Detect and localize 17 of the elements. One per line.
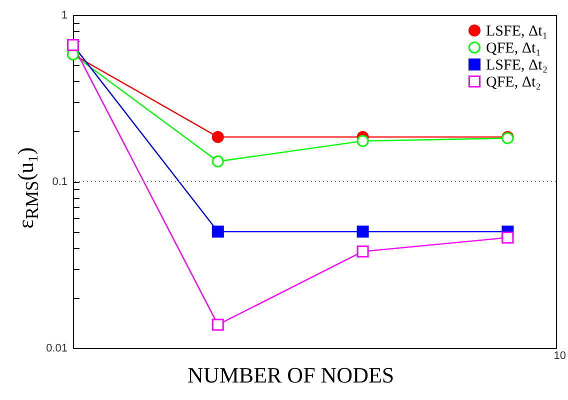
x-axis-title: NUMBER OF NODES [188, 362, 394, 388]
y-tick-label: 0.1 [52, 176, 68, 188]
legend-label: QFE, Δt₂ [486, 74, 541, 90]
point [212, 155, 224, 168]
legend-label: LSFE, Δt₂ [486, 58, 548, 74]
legend-label: QFE, Δt₁ [486, 40, 541, 56]
text: 10 [554, 350, 566, 362]
point [212, 226, 224, 238]
point [356, 135, 369, 148]
point [502, 232, 514, 244]
point [212, 318, 224, 331]
point [356, 226, 369, 238]
legend-label: LSFE, Δt₁ [486, 24, 548, 40]
point [212, 131, 224, 143]
point [356, 245, 369, 258]
y-tick-label: 1 [61, 10, 68, 22]
y-tick-label: 0.01 [46, 342, 68, 354]
